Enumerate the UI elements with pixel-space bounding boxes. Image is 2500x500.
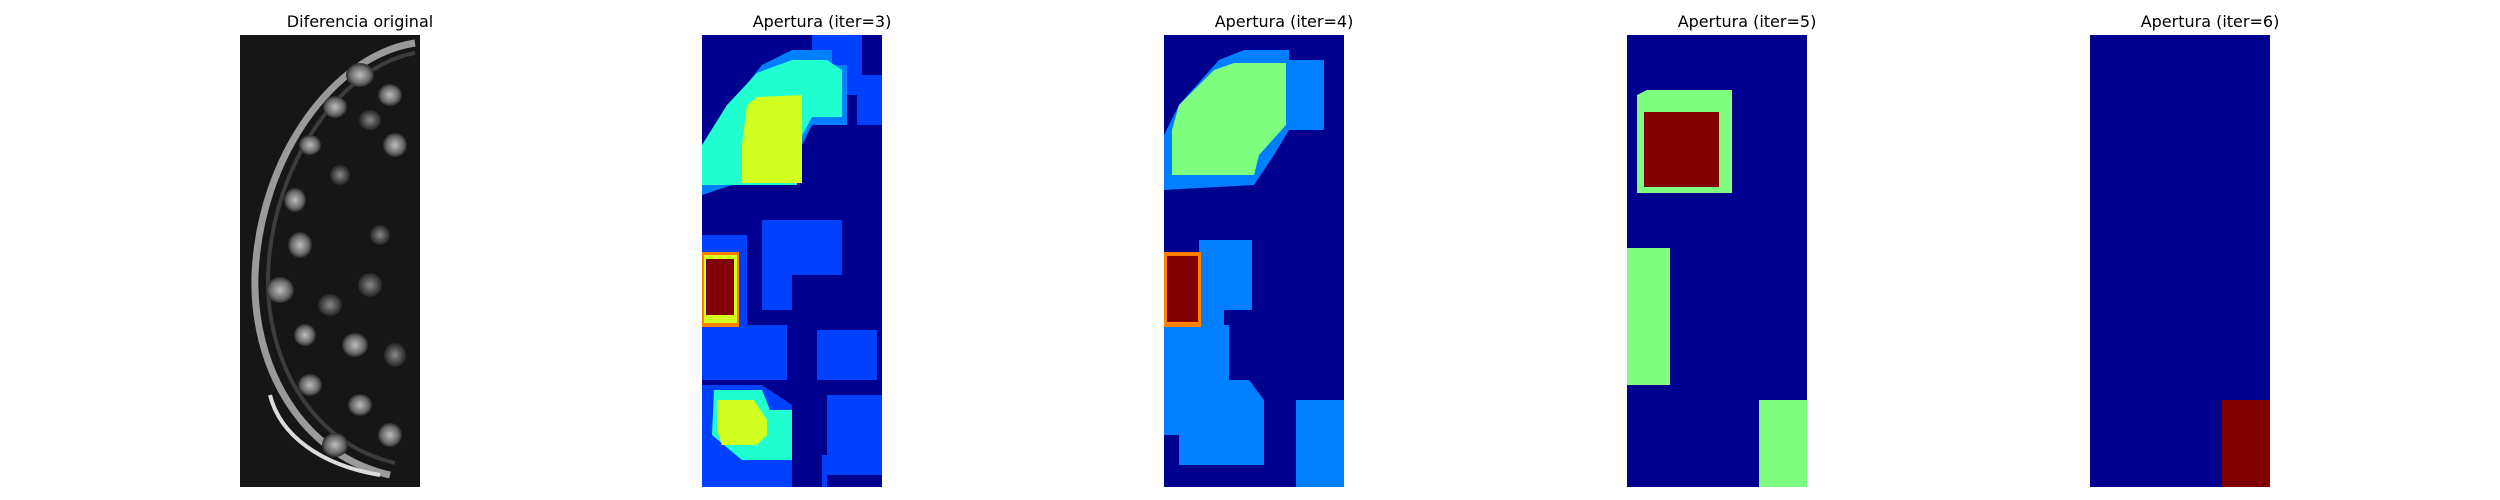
grayscale-image	[240, 35, 420, 487]
region-light-blue	[1164, 325, 1264, 465]
region-dark-red	[1644, 112, 1719, 187]
cell-blob	[294, 324, 316, 346]
cell-blob	[378, 84, 402, 106]
cell-blob	[322, 433, 348, 457]
region-green	[1759, 400, 1807, 487]
label-map-iter-4	[1164, 35, 1344, 487]
region-green	[1172, 63, 1286, 175]
cell-blob	[342, 333, 368, 357]
cell-blob	[359, 110, 381, 130]
cell-blob	[284, 188, 306, 212]
cell-blob	[383, 133, 407, 157]
cell-blob	[266, 277, 294, 303]
panel-title: Apertura (iter=5)	[1677, 12, 1817, 31]
region-dark-red	[706, 259, 734, 315]
region-dark-red	[1167, 256, 1198, 322]
panel-iter-5: Apertura (iter=5)	[1627, 0, 1867, 500]
cell-blob	[330, 165, 350, 185]
label-map-iter-5	[1627, 35, 1807, 487]
panel-title: Diferencia original	[286, 12, 434, 31]
cell-blob	[298, 374, 322, 396]
cell-blob	[358, 273, 382, 297]
cell-blob	[288, 232, 312, 258]
label-map-iter-3	[702, 35, 882, 487]
panel-iter-6: Apertura (iter=6)	[2090, 0, 2330, 500]
region-blue	[817, 330, 877, 380]
panel-original: Diferencia original	[240, 0, 480, 500]
region-blue	[762, 220, 842, 310]
cell-blob	[318, 294, 342, 316]
cell-blob	[348, 394, 372, 416]
cell-blob	[346, 63, 374, 87]
panel-iter-4: Apertura (iter=4)	[1164, 0, 1404, 500]
cell-blob	[323, 96, 347, 118]
region-blue	[822, 395, 882, 487]
region-dark-red	[2222, 400, 2270, 487]
cell-blob	[384, 343, 406, 367]
panel-title: Apertura (iter=6)	[2140, 12, 2280, 31]
cell-blob	[378, 423, 402, 447]
region-yellow	[717, 400, 767, 445]
panel-title: Apertura (iter=4)	[1214, 12, 1354, 31]
region-blue	[702, 325, 787, 380]
region-light-blue	[1296, 400, 1344, 487]
region-yellow	[742, 95, 802, 183]
panel-iter-3: Apertura (iter=3)	[702, 0, 942, 500]
cell-blob	[370, 225, 390, 245]
label-map-iter-6	[2090, 35, 2270, 487]
panel-title: Apertura (iter=3)	[752, 12, 892, 31]
cell-blob	[299, 135, 321, 155]
region-green	[1627, 248, 1670, 385]
